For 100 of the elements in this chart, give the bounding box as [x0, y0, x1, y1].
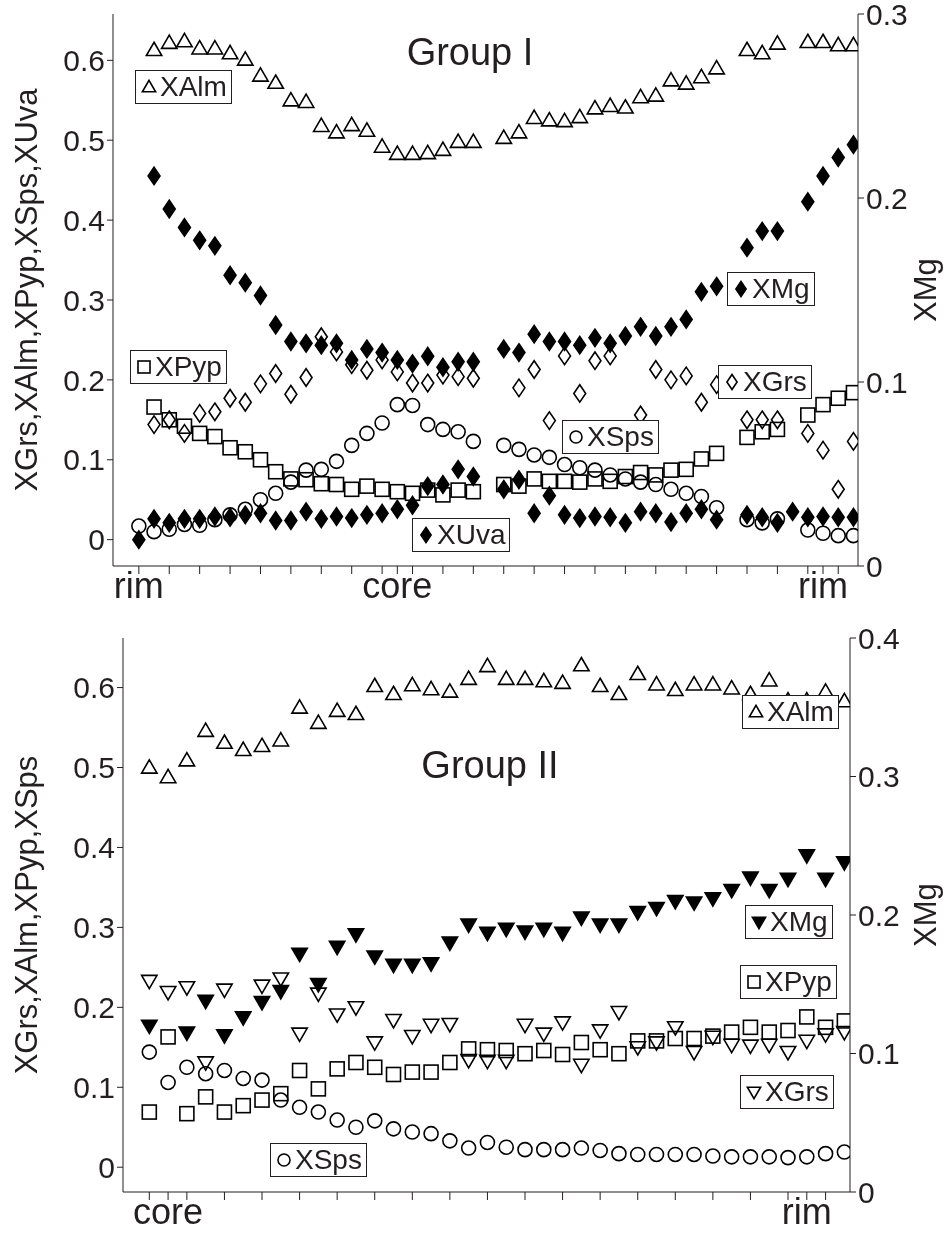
point [267, 485, 284, 502]
point [542, 411, 557, 431]
point [419, 144, 437, 160]
point [591, 677, 609, 693]
point [723, 1149, 740, 1165]
point [741, 1039, 759, 1055]
point [798, 1009, 815, 1025]
y-tick-label: 0.6 [73, 671, 115, 705]
point [347, 1000, 365, 1016]
point [629, 1146, 646, 1163]
legend-label: XAlm [767, 696, 834, 728]
y2-tick-label: 0 [858, 1175, 875, 1209]
point [535, 922, 553, 938]
point [632, 88, 650, 104]
point [571, 474, 588, 490]
point [694, 282, 709, 302]
point [389, 396, 406, 413]
point [252, 451, 269, 468]
point [497, 922, 515, 938]
point [662, 71, 680, 87]
point [667, 1030, 684, 1047]
y-tick-label: 0.3 [73, 911, 115, 945]
point [251, 67, 269, 82]
point [403, 676, 421, 692]
point [140, 974, 158, 990]
point [785, 502, 800, 522]
point [192, 230, 207, 250]
point [516, 925, 534, 941]
point [238, 505, 253, 525]
y-axis-title: XGrs,XAlm,XPyp,XSps,XUva [9, 87, 45, 492]
y-tick-label: 0.5 [73, 751, 115, 785]
point [310, 1104, 327, 1120]
point [435, 487, 451, 503]
point [404, 397, 421, 414]
point [831, 507, 845, 527]
point [542, 486, 557, 506]
point [268, 363, 283, 384]
point [385, 685, 403, 701]
point [404, 1064, 421, 1080]
point [760, 671, 778, 687]
point [405, 373, 420, 393]
point [602, 473, 618, 490]
point [511, 441, 527, 458]
point [601, 97, 619, 113]
point [740, 505, 754, 525]
point [272, 731, 290, 747]
point [297, 93, 315, 109]
point [419, 416, 436, 433]
point [495, 129, 513, 145]
point [478, 657, 496, 673]
point [632, 474, 649, 490]
point [460, 1140, 477, 1156]
x-tick-label: rim [781, 1190, 832, 1232]
y2-tick-label: 0.3 [866, 0, 908, 31]
point [629, 905, 647, 921]
point [358, 122, 376, 138]
point [591, 1024, 609, 1040]
point [815, 396, 831, 413]
point [375, 503, 389, 523]
point [647, 86, 665, 102]
point [374, 481, 390, 498]
point [374, 415, 390, 431]
point [423, 1064, 439, 1080]
point [385, 1066, 402, 1083]
point [451, 459, 465, 479]
point [272, 984, 290, 1000]
point [147, 509, 161, 529]
point [159, 768, 177, 784]
point [738, 41, 756, 57]
point [162, 199, 177, 219]
point [420, 373, 435, 393]
point [479, 1134, 496, 1151]
point [403, 1029, 421, 1045]
point [222, 439, 238, 456]
point [197, 994, 215, 1010]
point [441, 1017, 459, 1033]
point [215, 734, 233, 750]
legend-label: XPyp [155, 351, 222, 383]
point [343, 481, 360, 498]
point [685, 896, 703, 912]
point [663, 481, 679, 498]
point [310, 1081, 327, 1097]
point [686, 1030, 702, 1047]
x-tick-label: core [133, 1190, 204, 1232]
point [692, 68, 710, 84]
point [770, 513, 785, 533]
point [373, 138, 391, 154]
point [291, 1099, 308, 1116]
point [314, 509, 329, 529]
point [592, 1142, 608, 1159]
point [666, 1020, 684, 1036]
point [178, 980, 196, 996]
point [679, 503, 693, 523]
point [495, 476, 512, 493]
point [464, 133, 482, 149]
point [739, 429, 755, 446]
point [678, 485, 694, 502]
point [512, 378, 526, 398]
point [176, 418, 193, 434]
point [587, 462, 603, 478]
